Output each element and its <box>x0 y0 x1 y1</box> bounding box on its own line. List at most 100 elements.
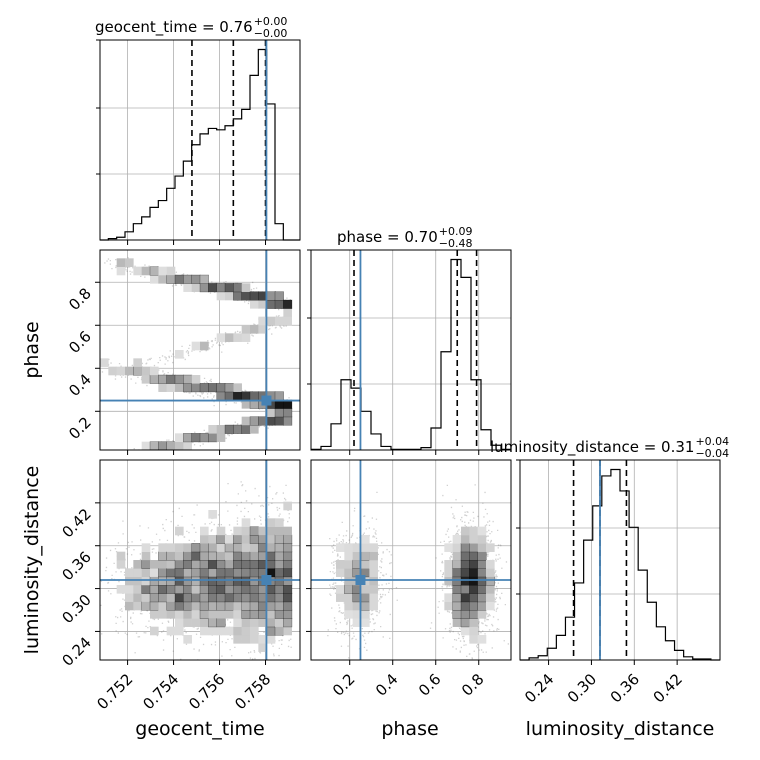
density-cell <box>150 560 159 569</box>
panel-background <box>520 460 720 660</box>
density-cell <box>486 593 495 602</box>
y-tick-label: 0.36 <box>58 548 94 584</box>
y-tick-label: 0.8 <box>65 284 95 314</box>
density-cell <box>199 383 209 393</box>
density-cell <box>199 543 209 553</box>
density-cell <box>166 266 176 276</box>
density-cell <box>266 551 276 561</box>
density-cell <box>344 560 353 569</box>
density-cell <box>216 626 226 636</box>
histogram-step-line <box>100 48 300 241</box>
scatter-layer <box>100 250 300 450</box>
density-cell <box>266 584 276 594</box>
x-tick-label: 0.6 <box>415 670 445 700</box>
density-cell <box>158 543 167 552</box>
density-cell <box>283 568 293 578</box>
density-cell <box>486 568 495 577</box>
density-cell <box>125 601 134 611</box>
density-cell <box>274 543 284 553</box>
density-cell <box>444 593 453 602</box>
density-cell <box>125 568 134 577</box>
density-cell <box>469 576 479 586</box>
density-cell <box>241 518 251 527</box>
density-cell <box>266 626 276 636</box>
density-cell <box>224 601 234 611</box>
density-cell <box>283 408 293 418</box>
density-cell <box>133 358 142 367</box>
density-cell <box>225 291 234 301</box>
density-cell <box>274 559 284 569</box>
density-cell <box>166 374 176 384</box>
density-cell <box>275 316 284 326</box>
density-cell <box>241 618 251 627</box>
density-cell <box>133 266 142 276</box>
x-tick-label: 0.36 <box>607 670 643 706</box>
density-cell <box>224 559 234 569</box>
density-cell <box>141 601 151 611</box>
density-cell <box>241 593 251 603</box>
density-cell <box>208 425 217 434</box>
density-cell <box>141 266 151 276</box>
density-cell <box>183 374 193 384</box>
density-cell <box>208 283 218 293</box>
density-cell <box>191 551 201 561</box>
density-cell <box>233 333 242 342</box>
density-cell <box>477 584 487 594</box>
x-tick-label: 0.42 <box>650 670 686 706</box>
density-cell <box>208 601 218 611</box>
histogram-step-line <box>520 468 720 661</box>
density-cell <box>225 551 234 561</box>
density-cell <box>444 543 453 552</box>
density-cell <box>460 584 470 594</box>
density-cell <box>158 584 168 594</box>
density-cell <box>275 518 284 527</box>
density-cell <box>241 291 251 301</box>
density-cell <box>266 610 276 619</box>
density-cell <box>191 559 201 569</box>
density-cell <box>233 534 243 544</box>
density-cell <box>199 593 209 603</box>
density-cell <box>336 560 345 569</box>
density-cell <box>183 433 193 443</box>
density-cell <box>369 560 378 569</box>
density-cell <box>166 274 176 284</box>
density-cell <box>141 584 151 594</box>
y-tick-label: 0.4 <box>65 370 95 400</box>
density-cell <box>225 610 234 619</box>
density-cell <box>125 258 134 267</box>
density-cell <box>216 610 226 619</box>
density-cell <box>166 593 176 602</box>
density-cell <box>477 568 487 578</box>
title-plus-error: +0.04 <box>695 435 729 448</box>
density-cell <box>283 534 293 544</box>
density-cell <box>266 601 276 611</box>
density-cell <box>283 551 293 561</box>
density-cell <box>216 618 226 628</box>
density-cell <box>274 576 284 586</box>
density-cell <box>336 568 345 577</box>
density-cell <box>477 543 487 552</box>
density-cell <box>116 258 126 267</box>
density-cell <box>133 366 143 376</box>
density-cell <box>175 433 184 442</box>
y-tick-label: 0.30 <box>58 591 94 627</box>
truth-marker <box>355 575 366 585</box>
density-cell <box>283 416 293 426</box>
density-cell <box>175 383 184 392</box>
density-cell <box>208 543 218 553</box>
density-cell <box>249 526 259 536</box>
density-panel-geocent_time-vs-phase <box>95 249 301 455</box>
density-cell <box>183 593 193 603</box>
density-cell <box>241 626 251 636</box>
histogram-panel-phase <box>307 249 512 455</box>
density-cell <box>469 559 479 569</box>
density-cell <box>275 526 284 536</box>
density-cell <box>469 535 478 544</box>
density-cell <box>249 291 259 301</box>
x-tick-label: 0.24 <box>521 670 557 706</box>
scatter-layer <box>100 460 300 660</box>
histogram-step-line <box>311 258 511 451</box>
title-minus-error: −0.48 <box>439 237 473 250</box>
density-cell <box>469 568 479 578</box>
title-plus-error: +0.00 <box>254 15 288 28</box>
